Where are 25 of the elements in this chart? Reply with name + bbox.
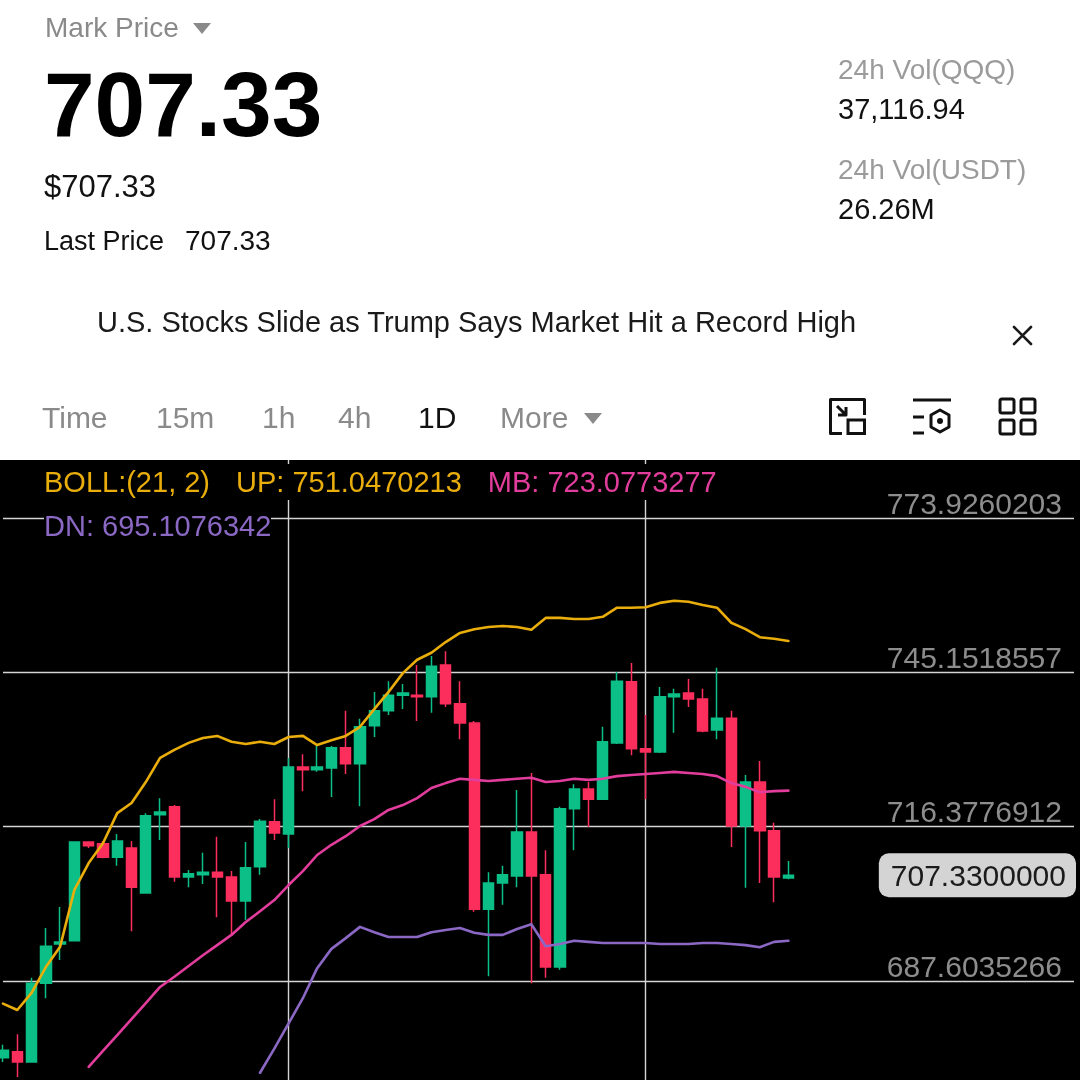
text: DN: 695.1076342	[44, 508, 272, 544]
text: 24h Vol(USDT)	[838, 154, 1027, 185]
text: Time	[42, 401, 108, 434]
text: UP: 751.0470213	[236, 464, 462, 500]
y-tick-label: 773.9260203	[886, 486, 1062, 520]
text: 15m	[156, 401, 215, 434]
text: 4h	[338, 401, 372, 434]
legend-title: BOLL:(21, 2)	[44, 464, 211, 500]
text: More	[500, 401, 569, 434]
text: U.S. Stocks Slide as Trump Says Market Hit a Record High	[97, 306, 857, 338]
text: 24h Vol(QQQ)	[838, 54, 1016, 85]
text: 1h	[262, 401, 296, 434]
text: 37,116.94	[838, 93, 965, 125]
y-tick-label: 745.1518557	[886, 640, 1062, 674]
text: Last Price	[44, 226, 165, 256]
text: Mark Price	[45, 12, 179, 43]
y-tick-label: 716.3776912	[886, 795, 1062, 829]
y-tick-label: 687.6035266	[886, 949, 1062, 983]
text: 707.33	[185, 225, 271, 256]
text: 707.3300000	[890, 858, 1066, 892]
text: 1D	[418, 401, 457, 434]
text: $707.33	[44, 169, 157, 204]
text: 26.26M	[838, 193, 935, 225]
text: 707.33	[44, 54, 323, 155]
text: MB: 723.0773277	[487, 464, 717, 500]
